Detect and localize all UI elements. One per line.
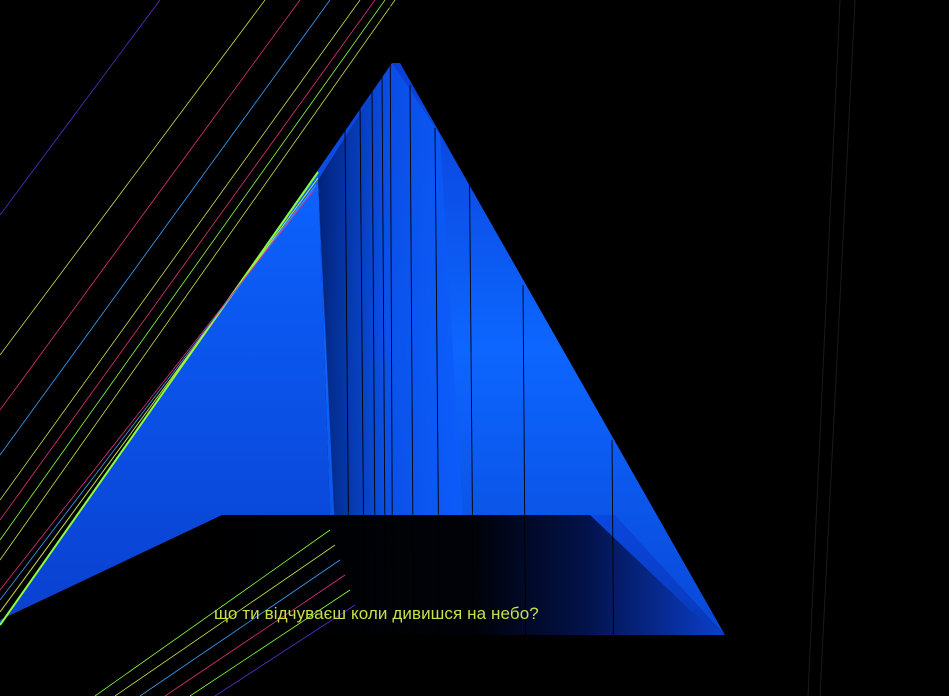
subtitle-caption: що ти відчуваєш коли дивишся на небо? xyxy=(214,604,539,623)
left-wedge xyxy=(0,170,330,625)
column-face xyxy=(318,63,470,635)
vertical-striations xyxy=(344,0,615,696)
right-ramp xyxy=(590,515,725,635)
background-hairlines xyxy=(0,0,396,561)
wedge-edge-lines xyxy=(0,171,319,626)
right-hairlines xyxy=(807,0,856,696)
lower-hairlines xyxy=(94,529,356,696)
